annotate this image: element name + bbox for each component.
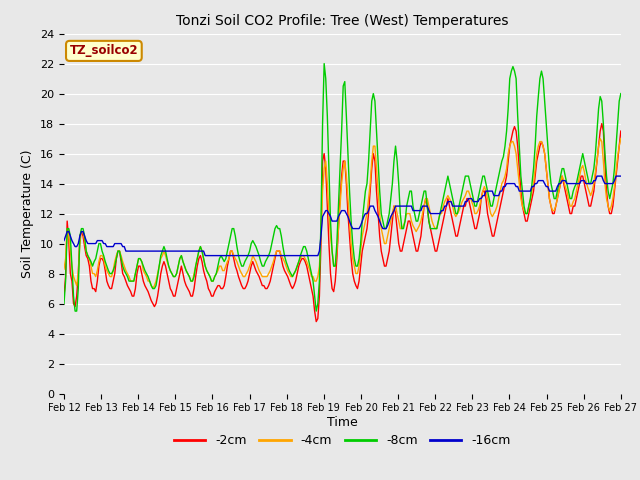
- Y-axis label: Soil Temperature (C): Soil Temperature (C): [22, 149, 35, 278]
- -16cm: [617, 173, 625, 179]
- -16cm: [174, 248, 182, 254]
- -16cm: [177, 248, 185, 254]
- Line: -16cm: -16cm: [64, 176, 621, 255]
- -4cm: [179, 259, 187, 264]
- -16cm: [60, 238, 68, 243]
- -4cm: [149, 286, 157, 291]
- Text: TZ_soilco2: TZ_soilco2: [70, 44, 138, 58]
- -8cm: [282, 259, 290, 264]
- -8cm: [320, 60, 328, 66]
- -2cm: [292, 278, 300, 284]
- -8cm: [617, 91, 625, 96]
- -4cm: [603, 196, 611, 202]
- X-axis label: Time: Time: [327, 416, 358, 429]
- -16cm: [603, 180, 611, 186]
- -2cm: [60, 293, 68, 299]
- -16cm: [282, 252, 290, 258]
- -8cm: [293, 263, 301, 269]
- Legend: -2cm, -4cm, -8cm, -16cm: -2cm, -4cm, -8cm, -16cm: [169, 429, 516, 452]
- -4cm: [617, 136, 625, 142]
- -2cm: [312, 319, 320, 324]
- -4cm: [596, 136, 604, 142]
- -8cm: [603, 173, 611, 179]
- -8cm: [71, 308, 79, 314]
- -2cm: [174, 278, 182, 284]
- Line: -4cm: -4cm: [64, 139, 621, 288]
- -4cm: [113, 252, 120, 258]
- -2cm: [177, 263, 185, 269]
- -8cm: [114, 248, 122, 254]
- -4cm: [176, 256, 184, 262]
- -16cm: [293, 252, 301, 258]
- -16cm: [113, 240, 120, 247]
- -2cm: [281, 268, 289, 274]
- -8cm: [176, 256, 184, 262]
- -2cm: [617, 128, 625, 134]
- -2cm: [598, 120, 605, 126]
- -8cm: [179, 259, 187, 264]
- -2cm: [113, 256, 120, 262]
- -16cm: [202, 252, 209, 258]
- -4cm: [282, 263, 290, 269]
- -8cm: [60, 300, 68, 306]
- Title: Tonzi Soil CO2 Profile: Tree (West) Temperatures: Tonzi Soil CO2 Profile: Tree (West) Temp…: [176, 14, 509, 28]
- -16cm: [593, 173, 601, 179]
- -4cm: [293, 263, 301, 269]
- Line: -2cm: -2cm: [64, 123, 621, 322]
- -2cm: [603, 188, 611, 194]
- Line: -8cm: -8cm: [64, 63, 621, 311]
- -4cm: [60, 266, 68, 272]
